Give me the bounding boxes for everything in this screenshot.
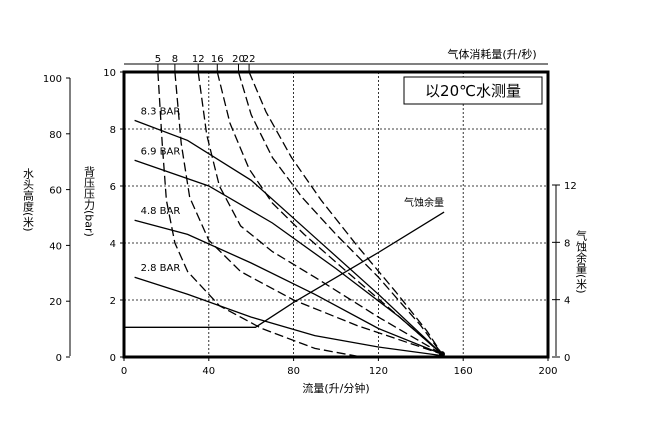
top-tick-label-12: 12 (192, 54, 205, 65)
y-axis-npsh-title: 气蚀余量(米) (575, 229, 588, 294)
top-tick-label-8: 8 (172, 54, 178, 65)
npsh-tick-label-8: 8 (564, 238, 570, 249)
plot-frame (122, 70, 550, 359)
top-tick-label-22: 22 (243, 54, 256, 65)
npsh-tick-label-12: 12 (564, 181, 577, 192)
npsh-tick-label-4: 4 (564, 296, 570, 307)
y-tick-label-2: 2 (110, 296, 116, 307)
top-tick-label-5: 5 (155, 54, 161, 65)
x-axis-title: 流量(升/分钟) (302, 381, 369, 395)
legend-box (403, 76, 543, 105)
npsh-tick-label-0: 0 (564, 353, 570, 364)
npsh-curve-label: 气蚀余量 (404, 196, 444, 209)
head-tick-label-100: 100 (43, 74, 62, 85)
air-pressure-curves: 8.3 BAR 6.9 BAR 4.8 BAR 2.8 BAR (134, 106, 445, 358)
head-tick-label-40: 40 (49, 241, 62, 252)
y-tick-label-10: 10 (103, 68, 116, 79)
head-tick-label-0: 0 (56, 353, 62, 364)
air-consumption-curve-16 (216, 71, 443, 355)
air-pressure-label-2_8-BAR: 2.8 BAR (141, 263, 181, 274)
x-axis: 0 40 80 120 160 200 (121, 357, 558, 377)
y-axis-pressure-title: 背压压力(bar) (83, 165, 96, 237)
top-tick-label-20: 20 (232, 54, 245, 65)
y-axis-pressure: 0 2 4 6 8 10 (103, 68, 124, 364)
x-tick-label-40: 40 (202, 366, 215, 377)
air-consumption-curve-5 (157, 71, 362, 358)
air-pressure-label-8_3-BAR: 8.3 BAR (141, 106, 181, 117)
y-axis-head-title: 水头高度(米) (22, 168, 35, 232)
x-tick-label-80: 80 (287, 366, 300, 377)
y-axis-npsh: 0 4 8 12 (552, 181, 577, 364)
y-axis-head: 0 20 40 60 80 100 (43, 74, 71, 364)
air-consumption-curve-8 (174, 71, 443, 355)
y-tick-label-8: 8 (110, 125, 116, 136)
npsh-curve-group: 气蚀余量 (124, 196, 445, 328)
x-tick-label-160: 160 (454, 366, 473, 377)
air-pressure-curve-6_9-BAR (134, 159, 443, 355)
x-tick-label-0: 0 (121, 366, 127, 377)
top-tick-label-16: 16 (211, 54, 224, 65)
y-tick-label-4: 4 (110, 239, 116, 250)
head-tick-label-20: 20 (49, 297, 62, 308)
x-tick-label-120: 120 (369, 366, 388, 377)
air-pressure-curve-4_8-BAR (134, 219, 443, 355)
air-pressure-label-6_9-BAR: 6.9 BAR (141, 146, 181, 157)
air-consumption-curve-12 (197, 71, 443, 355)
air-pressure-label-4_8-BAR: 4.8 BAR (141, 206, 181, 217)
x-tick-label-200: 200 (538, 366, 557, 377)
air-consumption-curve-22 (248, 71, 443, 355)
y-tick-label-6: 6 (110, 182, 116, 193)
gridlines (124, 72, 548, 357)
air-pressure-curve-2_8-BAR (134, 276, 443, 357)
npsh-curve (124, 211, 445, 328)
head-tick-label-80: 80 (49, 130, 62, 141)
air-consumption-curves (157, 71, 443, 358)
air-consumption-curve-20 (237, 71, 443, 355)
air-pressure-curve-8_3-BAR (134, 119, 443, 355)
head-tick-label-60: 60 (49, 186, 62, 197)
top-axis-title: 气体消耗量(升/秒) (447, 47, 536, 61)
y-tick-label-0: 0 (110, 353, 116, 364)
legend-box-text: 以20℃水测量 (425, 82, 521, 100)
